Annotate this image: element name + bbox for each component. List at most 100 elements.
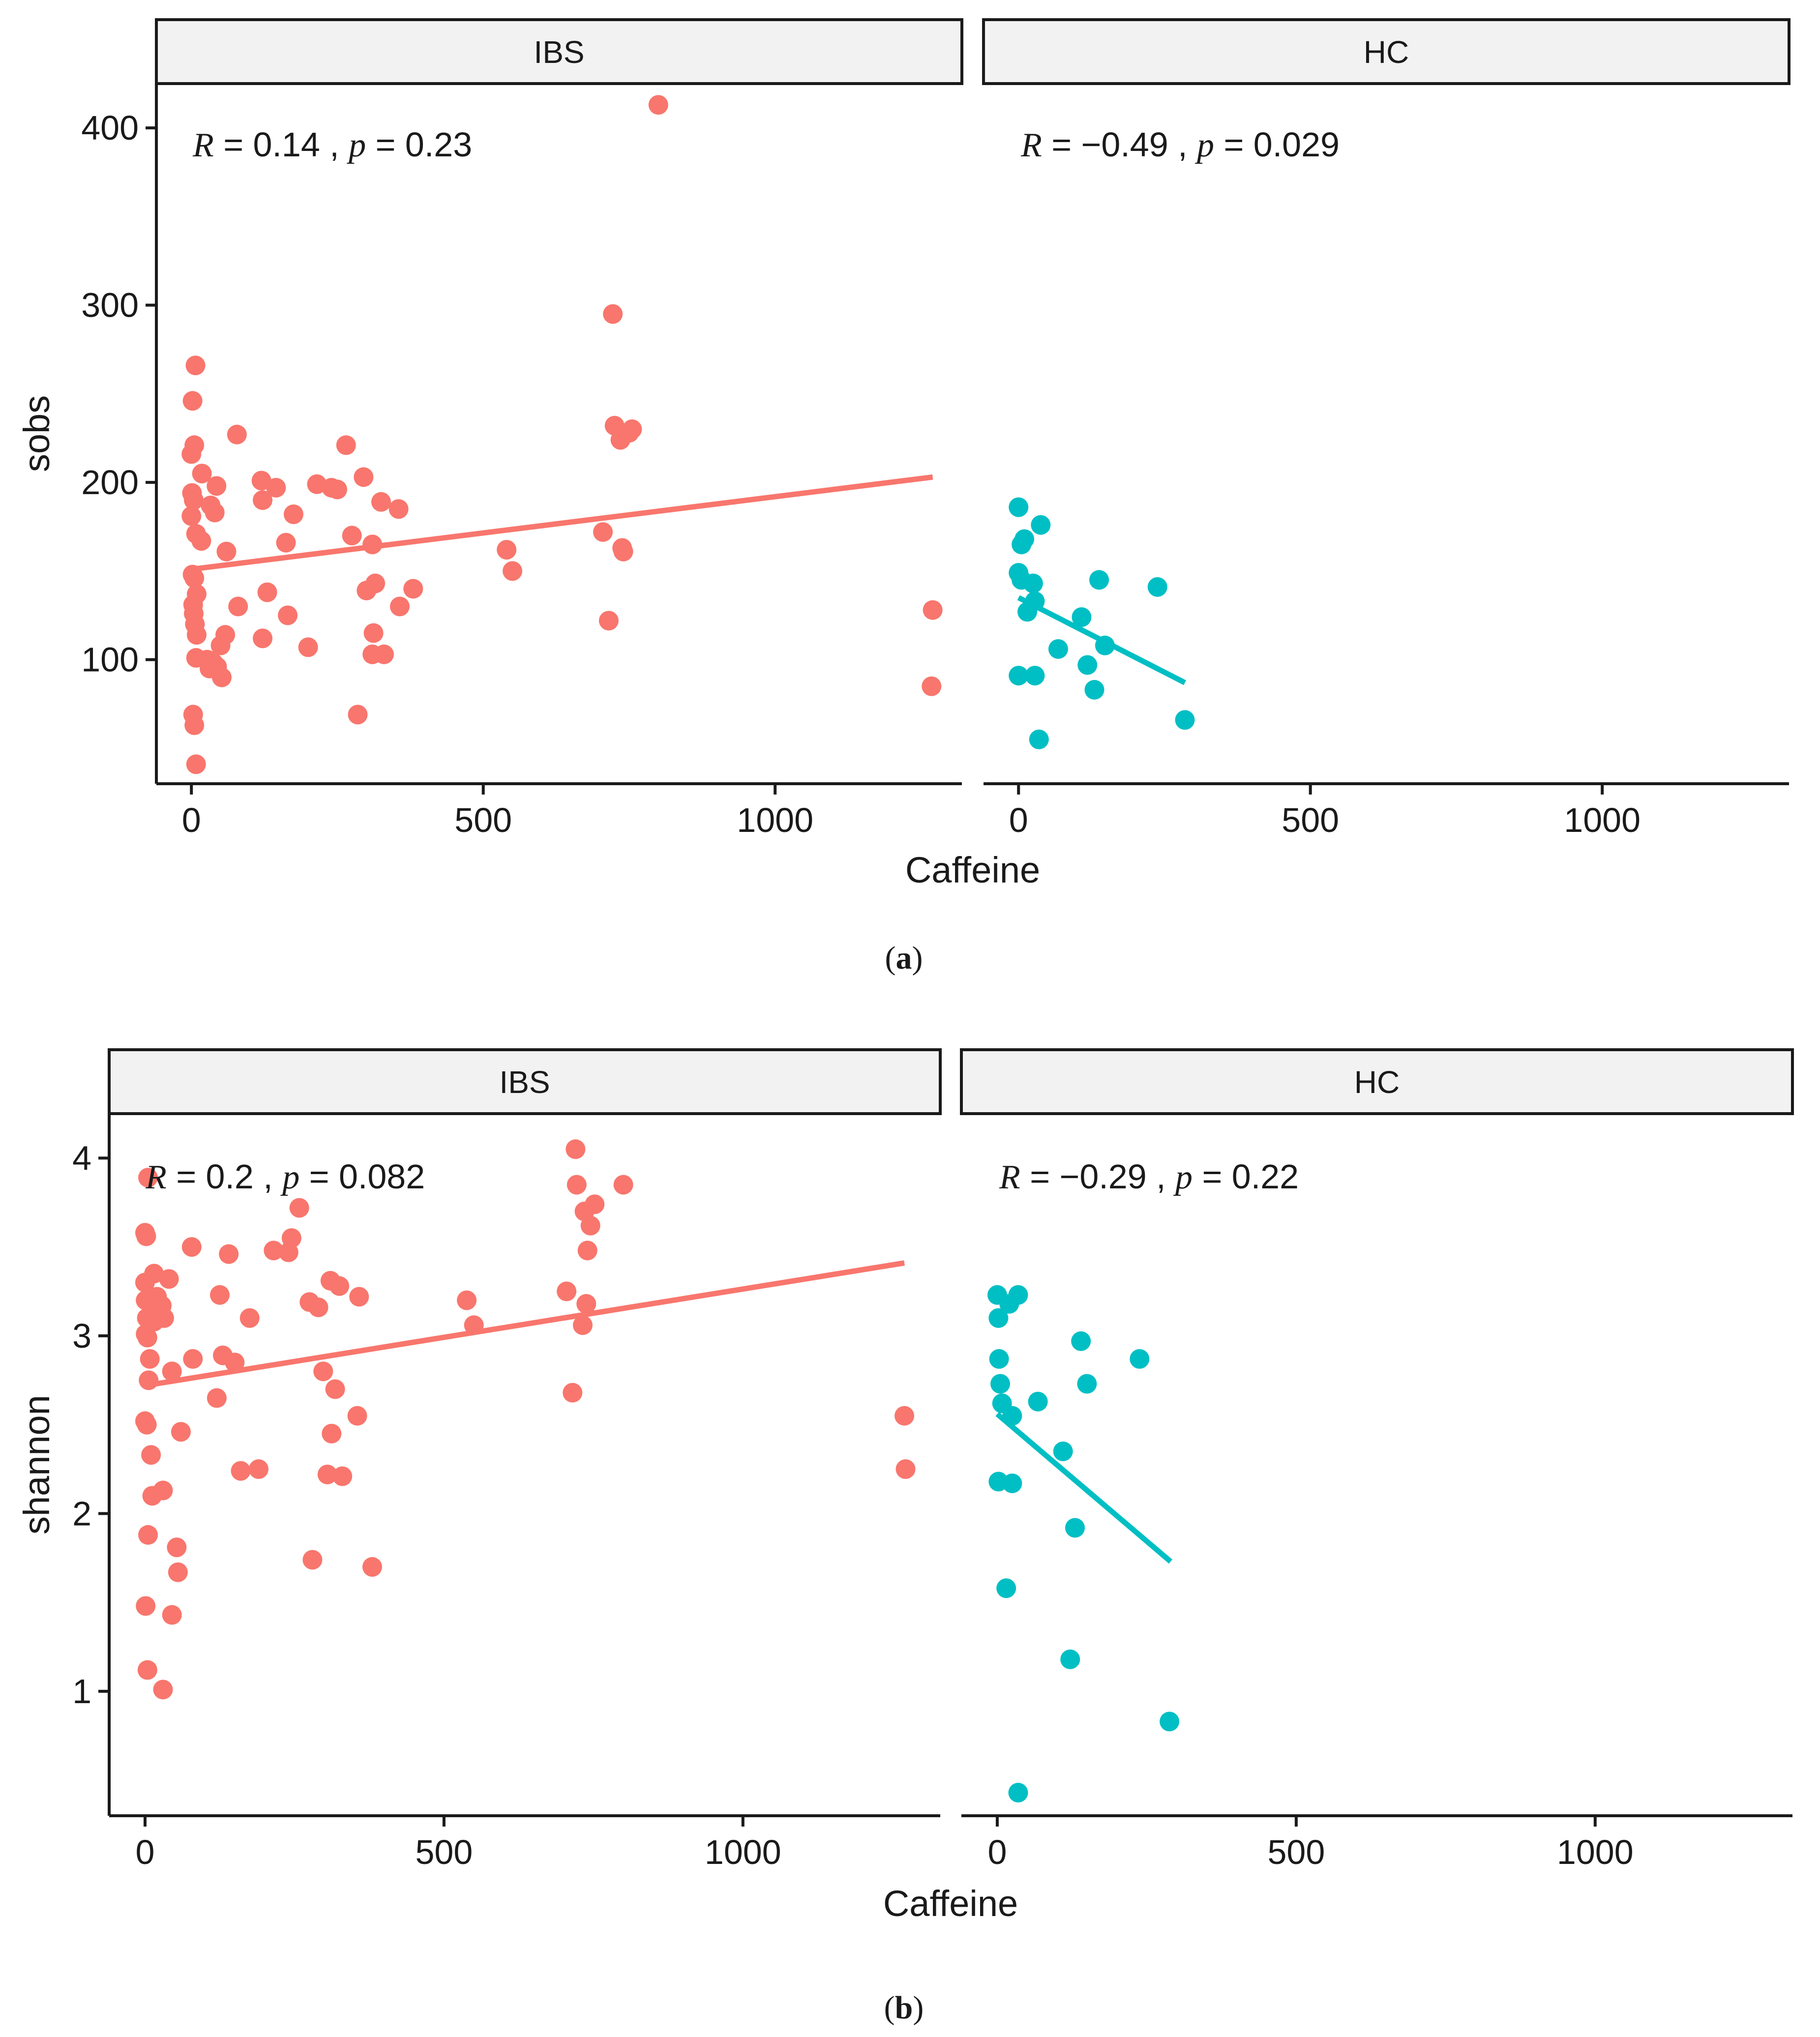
x-tick-label: 1000 [705, 1833, 781, 1871]
y-tick-label: 1 [72, 1672, 91, 1711]
data-point [577, 1240, 597, 1261]
data-point [342, 526, 362, 546]
stat-r-symbol: R [145, 1158, 167, 1196]
data-point [1084, 679, 1104, 700]
data-point [1048, 639, 1068, 659]
data-point [239, 1308, 260, 1328]
data-point [362, 1557, 382, 1577]
data-point [329, 1276, 350, 1296]
x-tick-label: 500 [1282, 801, 1339, 839]
data-point [1029, 729, 1049, 749]
data-point [327, 479, 347, 500]
data-point [207, 1388, 227, 1408]
data-point [137, 1415, 157, 1435]
panel-hc-a [1009, 497, 1195, 749]
data-point [186, 625, 207, 645]
x-tick-label: 1000 [1557, 1833, 1634, 1871]
data-point [622, 419, 642, 439]
data-point [1008, 1285, 1028, 1305]
data-point [332, 1466, 353, 1486]
strip-label-ibs-a: IBS [534, 34, 584, 70]
data-point [363, 623, 384, 643]
data-point [457, 1290, 477, 1310]
data-point [1060, 1649, 1080, 1669]
data-point [388, 499, 409, 519]
stat-p-value: = 0.029 [1223, 125, 1340, 164]
data-point [567, 1175, 587, 1195]
data-point [209, 1285, 230, 1305]
data-point [192, 464, 212, 484]
data-point [153, 1680, 173, 1700]
data-point [317, 1464, 337, 1484]
x-tick-label: 500 [1267, 1833, 1325, 1871]
data-point [1071, 1331, 1091, 1351]
x-tick-label: 1000 [1564, 801, 1641, 839]
stat-r-value: = 0.14 , [223, 125, 339, 164]
data-point [922, 676, 942, 696]
data-point [322, 1423, 342, 1444]
stat-r-symbol: R [999, 1158, 1020, 1196]
stat-ibs-a: R = 0.14 , p = 0.23 [192, 125, 472, 164]
data-point [1014, 529, 1035, 549]
y-tick-label: 4 [72, 1139, 91, 1177]
data-point [207, 476, 227, 496]
stat-p-value: = 0.22 [1202, 1157, 1299, 1196]
data-point [153, 1480, 173, 1501]
data-point [603, 304, 623, 324]
data-point [557, 1281, 577, 1301]
data-point [497, 540, 517, 560]
data-point [140, 1349, 160, 1369]
data-point [138, 1168, 158, 1188]
data-point [598, 611, 619, 631]
data-point [923, 600, 943, 620]
data-point [248, 1459, 269, 1479]
stat-r-symbol: R [1020, 126, 1042, 164]
data-point [159, 1269, 179, 1289]
data-point [349, 1287, 369, 1307]
x-axis-title-a: Caffeine [905, 850, 1040, 890]
data-point [1089, 570, 1109, 590]
data-point [185, 355, 206, 376]
data-point [1009, 497, 1029, 517]
data-point [225, 1353, 245, 1373]
data-point [168, 1562, 188, 1582]
data-point [162, 1361, 182, 1382]
stat-r-value: = −0.49 , [1051, 125, 1187, 164]
data-point [566, 1139, 586, 1159]
data-point [184, 568, 205, 588]
data-point [1023, 573, 1043, 593]
stat-r-value: = 0.2 , [176, 1157, 273, 1196]
data-point [151, 1296, 172, 1316]
data-point [1008, 1783, 1028, 1803]
regression-line [191, 474, 933, 572]
data-point [182, 391, 203, 411]
stat-p-symbol: p [1173, 1158, 1193, 1196]
data-point [136, 1596, 156, 1616]
data-point [137, 1328, 157, 1348]
data-point [576, 1294, 597, 1314]
y-tick-label: 100 [81, 641, 139, 679]
data-point [1077, 1374, 1097, 1394]
stat-p-symbol: p [1194, 126, 1214, 164]
y-tick-label: 400 [81, 109, 139, 147]
data-point [1160, 1712, 1180, 1732]
data-point [371, 492, 391, 512]
x-ticks-hc-a: 0 500 1000 [1009, 784, 1641, 839]
data-point [1053, 1441, 1073, 1461]
figure-b: IBS HC 1 2 3 4 0 500 1000 0 500 1000 R = 0.2 , … [16, 1048, 1794, 2026]
data-point [211, 667, 232, 687]
data-point [184, 715, 205, 736]
data-point [348, 705, 368, 725]
y-tick-label: 2 [72, 1494, 91, 1533]
data-point [613, 1175, 633, 1195]
y-tick-label: 300 [81, 286, 139, 325]
data-point [1147, 577, 1167, 597]
strip-hc-a [982, 18, 1790, 85]
data-point [585, 1194, 605, 1214]
data-point [138, 1525, 158, 1545]
stat-p-symbol: p [346, 126, 366, 164]
data-point [503, 561, 523, 581]
data-point [1009, 666, 1029, 686]
data-point [167, 1537, 187, 1558]
data-point [895, 1459, 916, 1479]
